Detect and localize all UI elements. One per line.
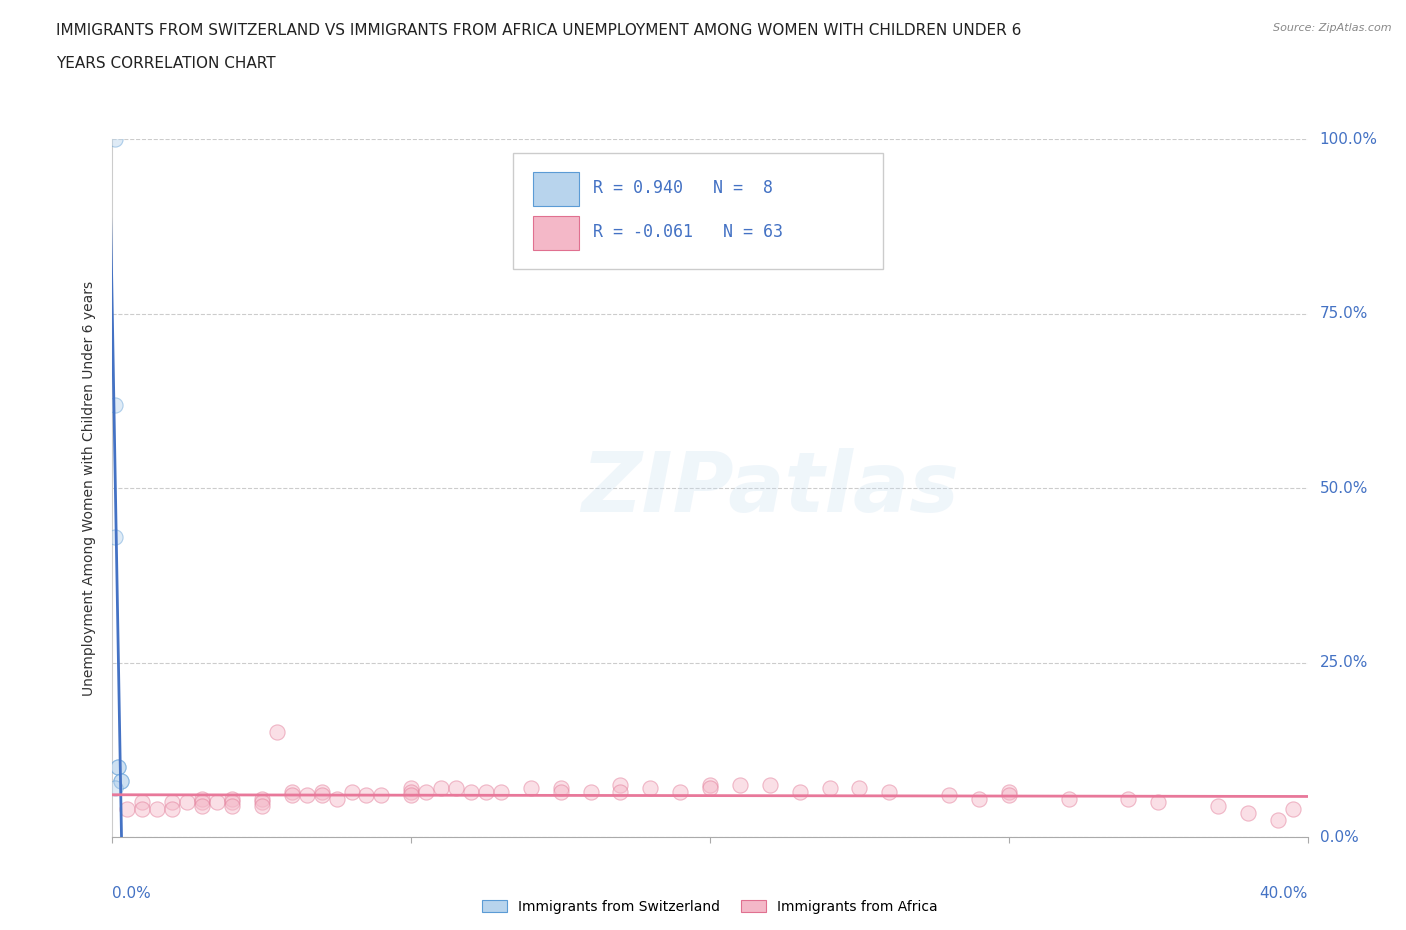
Text: R = 0.940   N =  8: R = 0.940 N = 8 [593, 179, 773, 197]
Point [877, 784, 901, 799]
Text: ZIPatlas: ZIPatlas [581, 447, 959, 529]
Point [669, 784, 692, 799]
Point [146, 802, 169, 817]
FancyBboxPatch shape [513, 153, 883, 269]
Point [1267, 812, 1289, 827]
Point [848, 781, 870, 796]
Point [205, 794, 228, 809]
Point [250, 798, 273, 813]
Point [191, 794, 214, 809]
Point [550, 781, 572, 796]
Point [609, 784, 631, 799]
Point [938, 788, 960, 803]
Point [221, 798, 243, 813]
Point [107, 760, 129, 775]
Point [550, 784, 572, 799]
Text: YEARS CORRELATION CHART: YEARS CORRELATION CHART [56, 56, 276, 71]
Point [340, 784, 363, 799]
Point [699, 777, 721, 792]
Point [401, 781, 423, 796]
Point [325, 791, 347, 806]
Point [191, 791, 214, 806]
Point [638, 781, 662, 796]
Point [104, 781, 127, 796]
Point [759, 777, 782, 792]
Point [281, 784, 304, 799]
Point [104, 397, 127, 412]
Point [221, 794, 243, 809]
Point [104, 530, 127, 545]
Point [162, 802, 183, 817]
Point [281, 788, 304, 803]
Point [967, 791, 990, 806]
Point [1237, 805, 1260, 820]
Point [1147, 794, 1170, 809]
Y-axis label: Unemployment Among Women with Children Under 6 years: Unemployment Among Women with Children U… [82, 281, 96, 696]
Point [475, 784, 498, 799]
Point [444, 781, 467, 796]
Point [789, 784, 811, 799]
Point [110, 774, 132, 789]
FancyBboxPatch shape [533, 217, 579, 250]
Point [489, 784, 512, 799]
Point [356, 788, 378, 803]
Point [415, 784, 437, 799]
Point [110, 774, 132, 789]
Text: 0.0%: 0.0% [112, 885, 152, 901]
Point [295, 788, 318, 803]
Text: 40.0%: 40.0% [1260, 885, 1308, 901]
Point [107, 760, 129, 775]
Point [191, 798, 214, 813]
Point [162, 794, 183, 809]
Point [1057, 791, 1080, 806]
FancyBboxPatch shape [533, 172, 579, 206]
Point [176, 794, 198, 809]
Point [131, 802, 153, 817]
Point [250, 791, 273, 806]
Point [104, 132, 127, 147]
Point [1206, 798, 1229, 813]
Point [311, 784, 333, 799]
Text: 75.0%: 75.0% [1319, 306, 1368, 322]
Text: IMMIGRANTS FROM SWITZERLAND VS IMMIGRANTS FROM AFRICA UNEMPLOYMENT AMONG WOMEN W: IMMIGRANTS FROM SWITZERLAND VS IMMIGRANT… [56, 23, 1022, 38]
Text: 0.0%: 0.0% [1319, 830, 1358, 844]
Text: 100.0%: 100.0% [1319, 132, 1378, 147]
Text: 25.0%: 25.0% [1319, 655, 1368, 671]
Point [728, 777, 751, 792]
Point [266, 725, 288, 740]
Point [430, 781, 453, 796]
Text: Source: ZipAtlas.com: Source: ZipAtlas.com [1274, 23, 1392, 33]
Point [1118, 791, 1140, 806]
Point [370, 788, 392, 803]
Point [998, 788, 1021, 803]
Point [998, 784, 1021, 799]
Point [221, 791, 243, 806]
Point [311, 788, 333, 803]
Point [401, 784, 423, 799]
Point [460, 784, 482, 799]
Point [131, 794, 153, 809]
Point [1281, 802, 1303, 817]
Point [520, 781, 543, 796]
Point [609, 777, 631, 792]
Legend: Immigrants from Switzerland, Immigrants from Africa: Immigrants from Switzerland, Immigrants … [482, 899, 938, 914]
Text: R = -0.061   N = 63: R = -0.061 N = 63 [593, 223, 783, 241]
Point [117, 802, 139, 817]
Point [250, 794, 273, 809]
Point [401, 788, 423, 803]
Point [818, 781, 841, 796]
Point [699, 781, 721, 796]
Point [579, 784, 602, 799]
Text: 50.0%: 50.0% [1319, 481, 1368, 496]
